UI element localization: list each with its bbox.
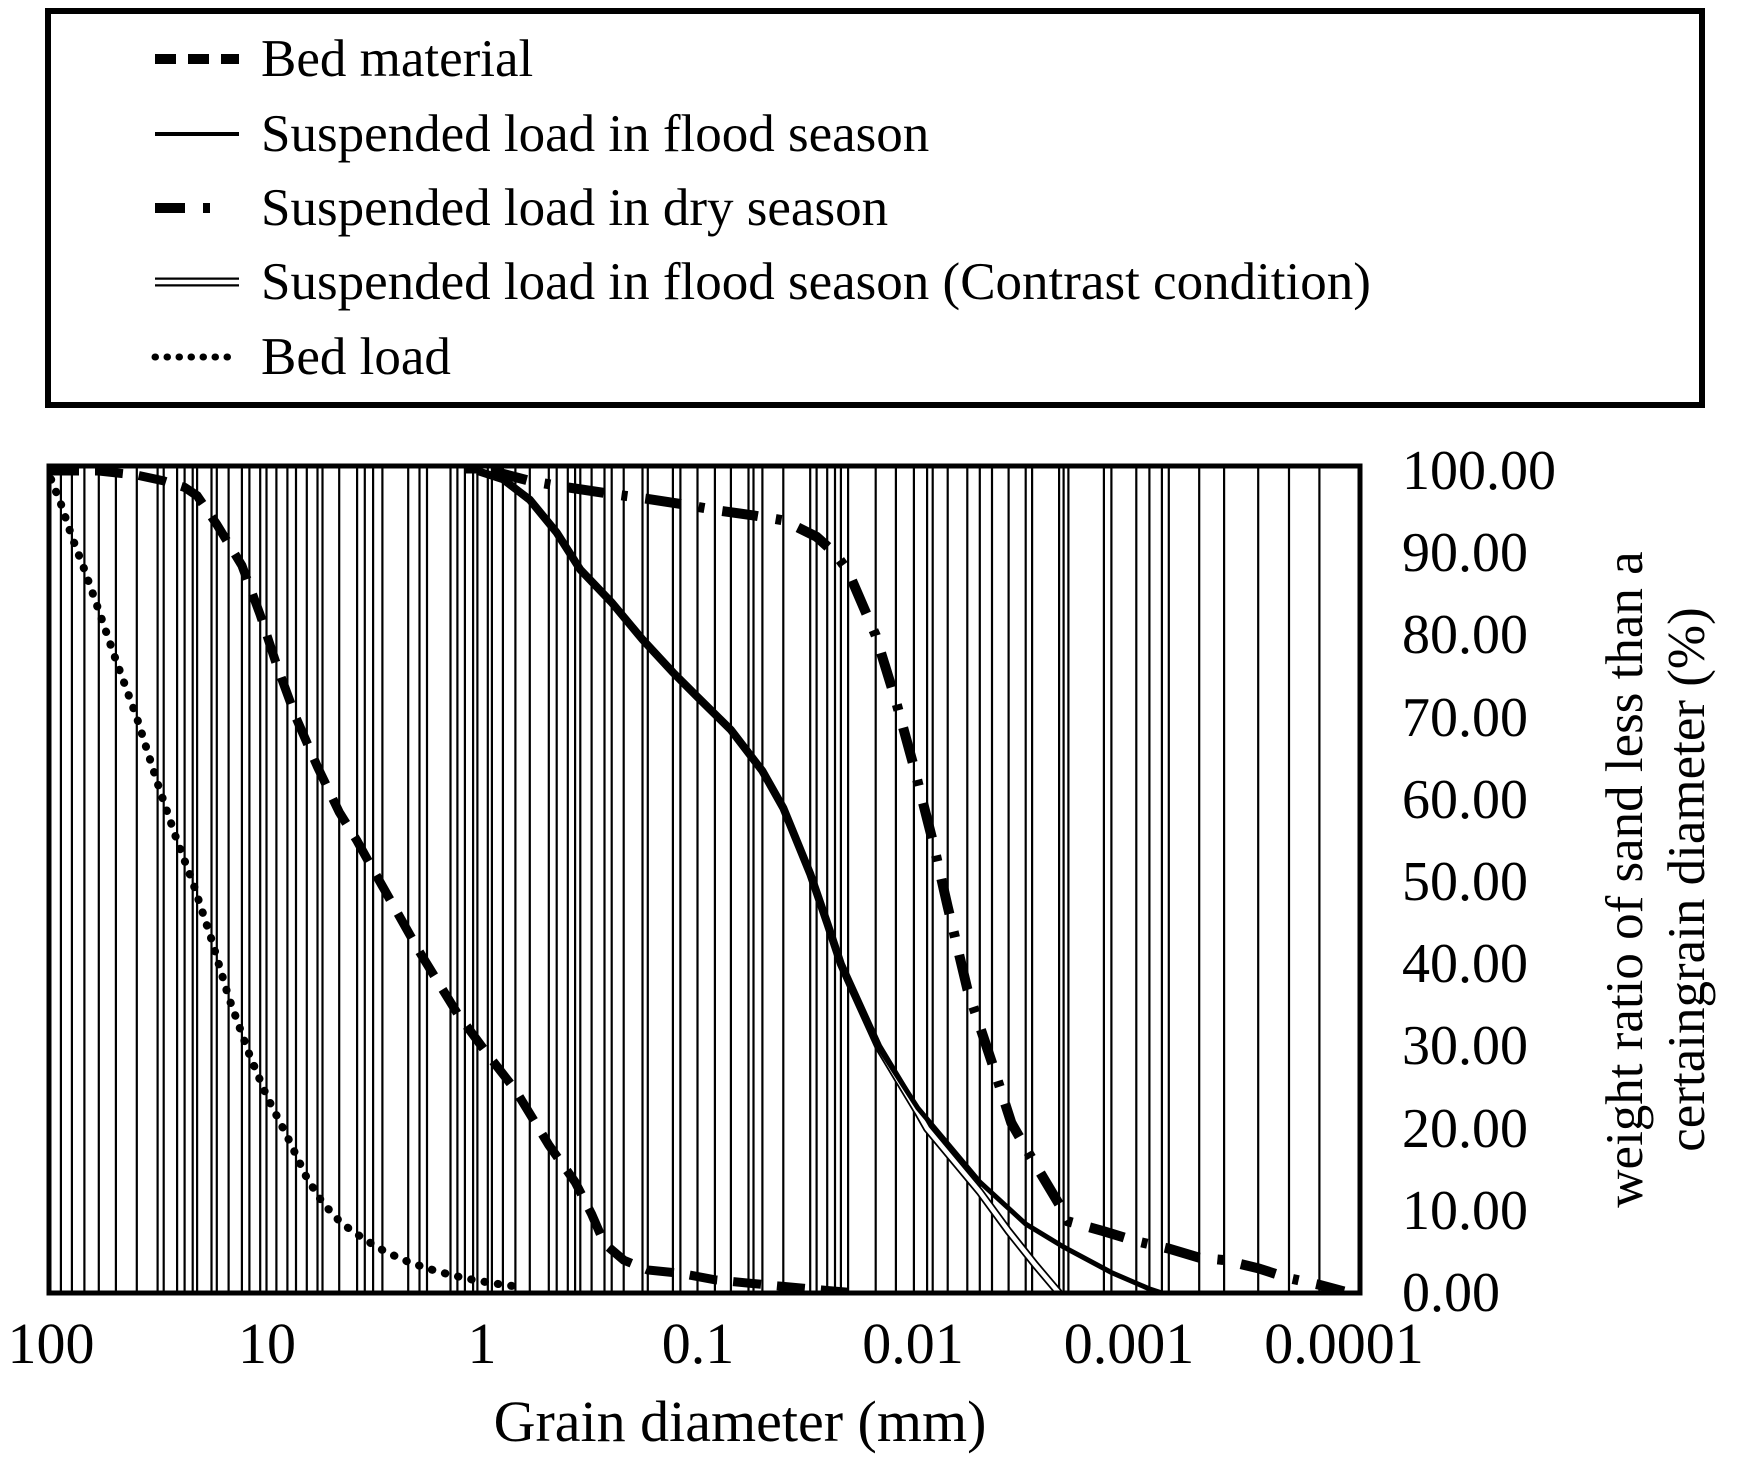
legend-item-suspended-flood-contrast: Suspended load in flood season (Contrast…	[51, 247, 1699, 317]
x-tick-label: 0.01	[862, 1311, 964, 1376]
dotted-line-sample-icon	[151, 353, 243, 361]
series-suspended-flood	[464, 468, 1163, 1293]
solid-line-sample-icon	[155, 131, 239, 136]
legend-label: Suspended load in dry season	[261, 178, 889, 237]
y-tick-label: 100.00	[1402, 440, 1556, 502]
y-axis-title: weight ratio of sand less than a certain…	[1594, 466, 1718, 1293]
x-tick-label: 0.001	[1063, 1311, 1195, 1376]
y-tick-label: 50.00	[1402, 851, 1528, 913]
y-tick-label: 20.00	[1402, 1097, 1528, 1160]
legend-label: Suspended load in flood season	[261, 104, 930, 163]
y-tick-label: 60.00	[1402, 768, 1528, 831]
series-suspended-dry	[490, 466, 1346, 1293]
x-tick-label: 10	[238, 1311, 296, 1376]
y-axis-title-line2: certaingrain diameter (%)	[1658, 607, 1716, 1152]
y-tick-label: 70.00	[1402, 686, 1528, 749]
y-tick-label: 30.00	[1402, 1015, 1528, 1078]
dash-dot-line-sample-icon	[155, 202, 239, 213]
legend-label: Suspended load in flood season (Contrast…	[261, 253, 1371, 312]
y-tick-label: 0.00	[1402, 1262, 1500, 1324]
x-tick-label: 0.0001	[1264, 1311, 1424, 1376]
legend-label: Bed material	[261, 30, 534, 89]
dashed-line-sample-icon	[155, 54, 239, 65]
y-tick-label: 80.00	[1402, 604, 1528, 667]
double-solid-line-sample-icon	[155, 277, 239, 287]
series-bed-load	[49, 475, 520, 1291]
x-axis-title: Grain diameter (mm)	[493, 1389, 987, 1454]
y-axis-title-line1: weight ratio of sand less than a	[1596, 551, 1654, 1208]
legend: Bed material Suspended load in flood seas…	[45, 8, 1705, 408]
legend-item-bed-load: Bed load	[51, 322, 1699, 392]
y-tick-label: 10.00	[1402, 1179, 1528, 1242]
legend-label: Bed load	[261, 327, 451, 386]
x-tick-label: 100	[7, 1311, 95, 1376]
legend-item-suspended-dry: Suspended load in dry season	[51, 173, 1699, 243]
y-tick-label: 90.00	[1402, 522, 1528, 585]
y-tick-label: 40.00	[1402, 933, 1528, 996]
legend-item-bed-material: Bed material	[51, 24, 1699, 94]
legend-item-suspended-flood: Suspended load in flood season	[51, 99, 1699, 169]
plot-border	[46, 463, 1363, 1296]
x-tick-label: 0.1	[661, 1311, 735, 1376]
series-bed-material	[51, 466, 849, 1293]
x-tick-label: 1	[467, 1311, 497, 1376]
